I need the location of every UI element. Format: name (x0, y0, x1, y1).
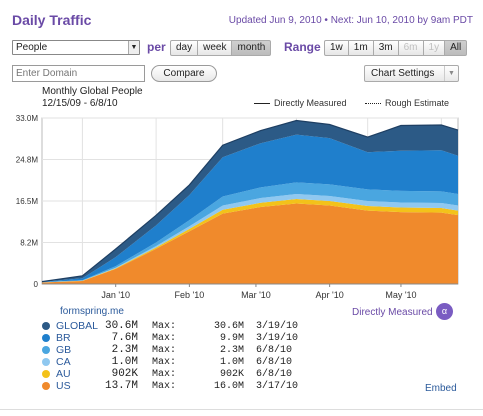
stat-max-value: 16.0M (213, 380, 244, 392)
area-series-gb (42, 182, 458, 283)
stat-row-global: GLOBAL 30.6M Max: 30.6M 3/19/10 (42, 320, 298, 332)
stat-series-name[interactable]: GLOBAL (56, 320, 99, 332)
stat-row-gb: GB 2.3M Max: 2.3M 6/8/10 (42, 344, 298, 356)
compare-button[interactable]: Compare (151, 65, 217, 82)
series-dot-icon (42, 382, 50, 390)
stat-max-date: 6/8/10 (256, 344, 293, 356)
chevron-down-icon: ▼ (128, 41, 139, 54)
series-dot-icon (42, 322, 50, 330)
stat-max-label: Max: (152, 320, 177, 332)
metric-select-value: People (16, 42, 48, 53)
range-button-6m: 6m (398, 40, 424, 56)
stat-current-value: 902K (111, 368, 138, 380)
page-title: Daily Traffic (12, 12, 92, 28)
stats-table: GLOBAL 30.6M Max: 30.6M 3/19/10 BR 7.6M Max: 9.9… (42, 320, 298, 392)
chart-settings-label: Chart Settings (371, 68, 435, 79)
area-series-ca (42, 194, 458, 283)
series-link-formspring[interactable]: formspring.me (60, 306, 124, 317)
stat-series-name[interactable]: AU (56, 368, 71, 380)
divider (0, 409, 483, 410)
stat-current-value: 30.6M (104, 320, 138, 332)
per-button-month[interactable]: month (232, 40, 272, 56)
chart-date-range: 12/15/09 - 6/8/10 (42, 98, 118, 109)
area-series-us (42, 203, 458, 284)
stat-max-value: 30.6M (213, 320, 244, 332)
range-button-1m[interactable]: 1m (348, 40, 374, 56)
traffic-chart: 0 8.2M 16.5M 24.8M 33.0M Jan '10 Feb '10 Mar '1… (16, 114, 459, 300)
y-tick-label: 33.0M (16, 114, 39, 123)
stat-max-label: Max: (152, 380, 177, 392)
stat-max-label: Max: (152, 368, 177, 380)
stat-max-date: 6/8/10 (256, 368, 293, 380)
y-tick-label: 8.2M (20, 239, 38, 248)
per-label: per (147, 40, 166, 54)
stat-row-br: BR 7.6M Max: 9.9M 3/19/10 (42, 332, 298, 344)
stat-max-value: 1.0M (219, 356, 244, 368)
range-button-3m[interactable]: 3m (373, 40, 399, 56)
stat-series-name[interactable]: CA (56, 356, 71, 368)
stat-max-label: Max: (152, 332, 177, 344)
stat-row-au: AU 902K Max: 902K 6/8/10 (42, 368, 298, 380)
x-tick-label: Apr '10 (316, 290, 344, 300)
stat-row-us: US 13.7M Max: 16.0M 3/17/10 (42, 380, 298, 392)
stat-series-name[interactable]: BR (56, 332, 71, 344)
x-tick-label: Mar '10 (241, 290, 271, 300)
range-button-1y: 1y (423, 40, 446, 56)
solid-line-icon (254, 103, 270, 105)
stat-current-value: 13.7M (104, 380, 138, 392)
stat-series-name[interactable]: US (56, 380, 71, 392)
stat-current-value: 7.6M (111, 332, 138, 344)
y-tick-label: 24.8M (16, 156, 39, 165)
directly-measured-label: Directly Measured (352, 307, 433, 318)
line-series-global-outline (41, 119, 459, 283)
legend-measured-label: Directly Measured (274, 98, 347, 108)
metric-select[interactable]: People ▼ (12, 40, 140, 55)
area-series-br (42, 134, 458, 283)
stat-max-label: Max: (152, 344, 177, 356)
area-series-global (42, 120, 458, 282)
y-tick-label: 16.5M (16, 197, 39, 206)
embed-link[interactable]: Embed (425, 383, 457, 394)
chart-title: Monthly Global People (42, 86, 143, 97)
stat-max-date: 6/8/10 (256, 356, 293, 368)
legend-estimate-label: Rough Estimate (385, 98, 450, 108)
per-button-week[interactable]: week (198, 40, 233, 56)
legend-measured: Directly Measured (254, 98, 347, 108)
stat-current-value: 2.3M (111, 344, 138, 356)
per-button-day[interactable]: day (170, 40, 199, 56)
per-toggle-group: day week month (170, 40, 272, 56)
legend-estimate: Rough Estimate (365, 98, 449, 108)
stat-max-label: Max: (152, 356, 177, 368)
stat-max-date: 3/19/10 (256, 332, 299, 344)
chevron-down-icon: ▼ (444, 66, 458, 81)
series-dot-icon (42, 334, 50, 342)
stat-max-value: 9.9M (219, 332, 244, 344)
x-tick-label: Feb '10 (175, 290, 205, 300)
stat-max-value: 2.3M (219, 344, 244, 356)
range-button-all[interactable]: All (445, 40, 468, 56)
stat-current-value: 1.0M (111, 356, 138, 368)
series-dot-icon (42, 358, 50, 366)
chart-heading: Monthly Global People 12/15/09 - 6/8/10 (42, 86, 143, 110)
stat-max-date: 3/17/10 (256, 380, 299, 392)
stat-max-value: 902K (219, 368, 244, 380)
x-tick-label: Jan '10 (101, 290, 130, 300)
range-label: Range (284, 40, 321, 54)
range-button-1w[interactable]: 1w (324, 40, 349, 56)
stat-max-date: 3/19/10 (256, 320, 299, 332)
stat-row-ca: CA 1.0M Max: 1.0M 6/8/10 (42, 356, 298, 368)
stat-series-name[interactable]: GB (56, 344, 72, 356)
alpha-icon[interactable]: α (436, 303, 453, 320)
update-status: Updated Jun 9, 2010 • Next: Jun 10, 2010… (228, 15, 473, 26)
x-tick-label: May '10 (385, 290, 416, 300)
domain-input[interactable] (12, 65, 145, 82)
series-dot-icon (42, 346, 50, 354)
chart-settings-button[interactable]: Chart Settings ▼ (364, 65, 459, 82)
dotted-line-icon (365, 103, 381, 105)
range-toggle-group: 1w 1m 3m 6m 1y All (324, 40, 468, 56)
y-tick-label: 0 (34, 280, 39, 289)
series-dot-icon (42, 370, 50, 378)
